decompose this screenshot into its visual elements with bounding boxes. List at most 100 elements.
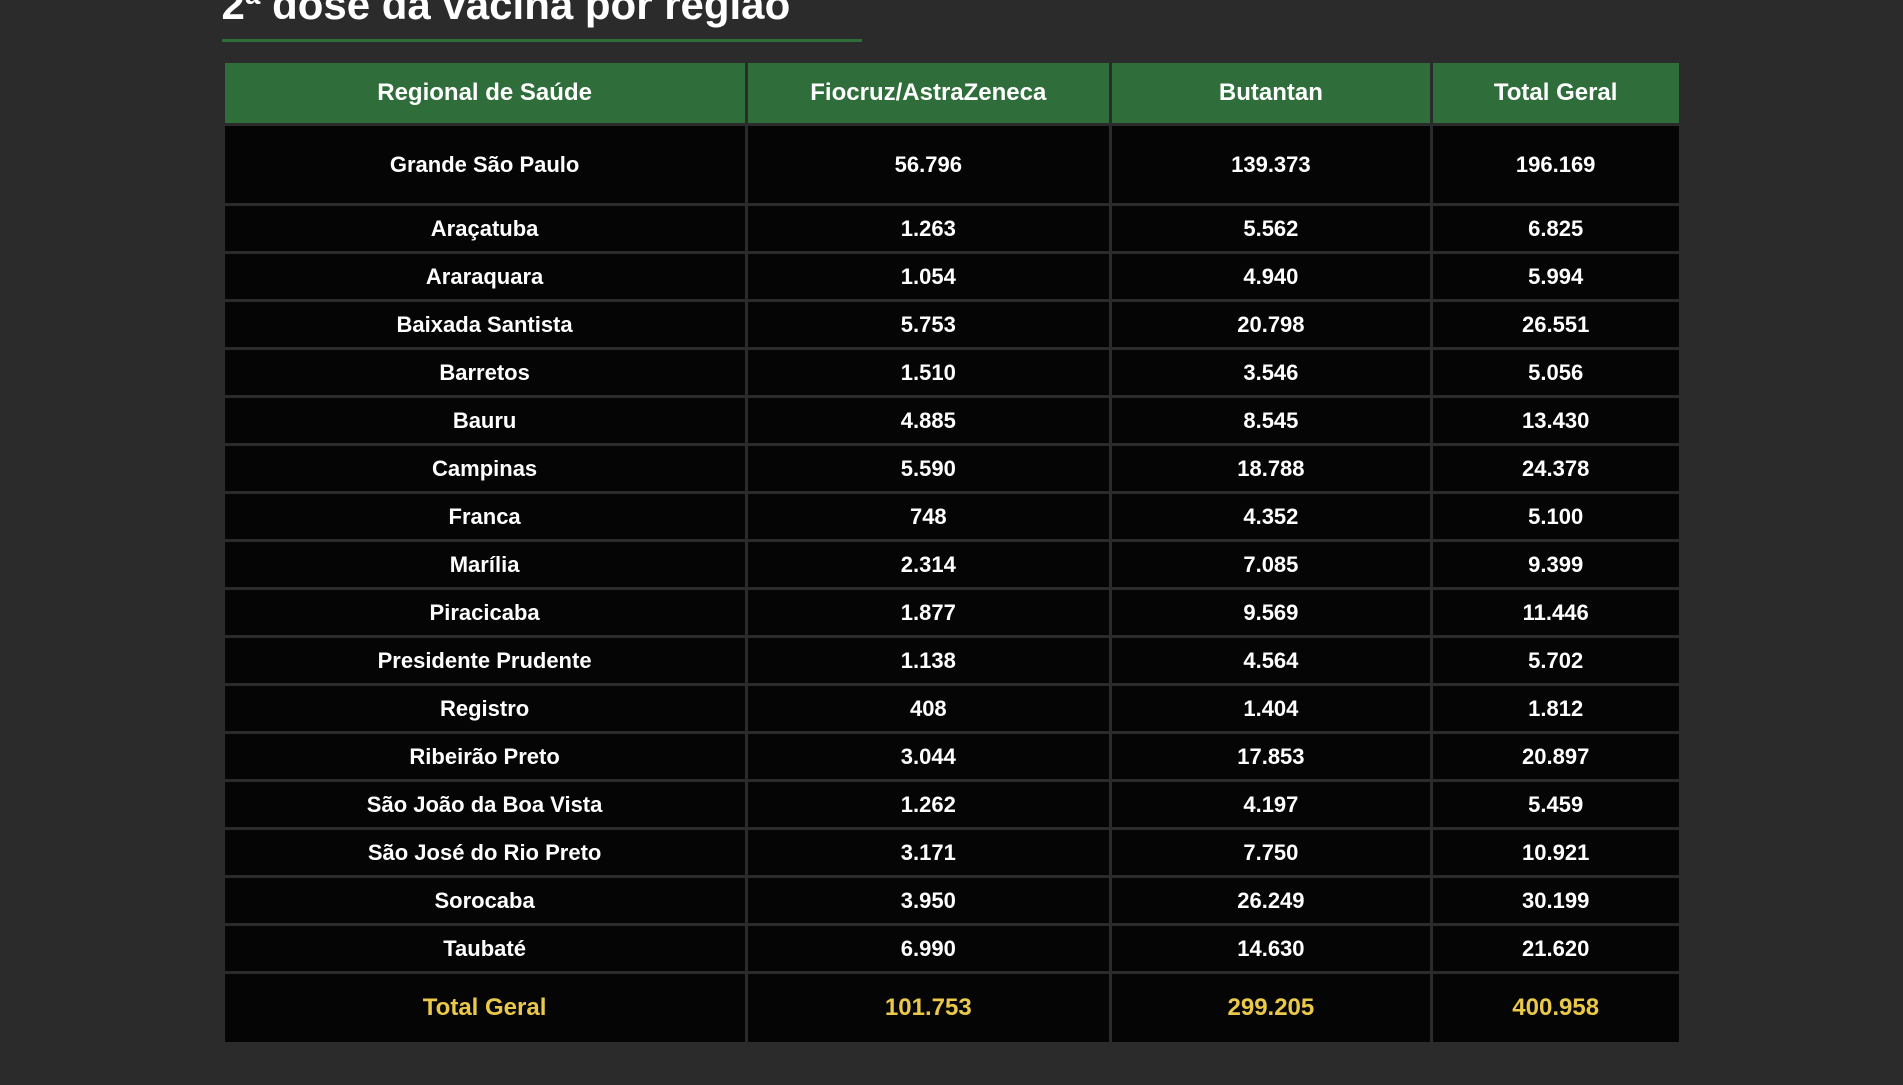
- table-cell: Barretos: [225, 350, 745, 395]
- table-cell: Piracicaba: [225, 590, 745, 635]
- table-cell: 4.885: [748, 398, 1109, 443]
- table-row: Piracicaba1.8779.56911.446: [225, 590, 1679, 635]
- table-cell: 2.314: [748, 542, 1109, 587]
- table-cell: 26.249: [1112, 878, 1430, 923]
- table-row: Baixada Santista5.75320.79826.551: [225, 302, 1679, 347]
- table-cell: 1.263: [748, 206, 1109, 251]
- table-cell: 3.546: [1112, 350, 1430, 395]
- table-row: São José do Rio Preto3.1717.75010.921: [225, 830, 1679, 875]
- table-cell: 3.044: [748, 734, 1109, 779]
- table-cell: Total Geral: [225, 974, 745, 1042]
- table-row: Bauru4.8858.54513.430: [225, 398, 1679, 443]
- table-cell: 1.877: [748, 590, 1109, 635]
- table-cell: 408: [748, 686, 1109, 731]
- table-cell: 18.788: [1112, 446, 1430, 491]
- table-cell: 6.990: [748, 926, 1109, 971]
- table-cell: Ribeirão Preto: [225, 734, 745, 779]
- table-cell: 3.171: [748, 830, 1109, 875]
- table-row: Sorocaba3.95026.24930.199: [225, 878, 1679, 923]
- table-cell: Campinas: [225, 446, 745, 491]
- table-cell: Baixada Santista: [225, 302, 745, 347]
- table-row: Campinas5.59018.78824.378: [225, 446, 1679, 491]
- title-block: Pessoas que não retornaram para 2ª dose …: [222, 0, 1139, 42]
- data-table: Regional de Saúde Fiocruz/AstraZeneca Bu…: [222, 60, 1682, 1045]
- table-row: Franca7484.3525.100: [225, 494, 1679, 539]
- table-cell: 1.812: [1433, 686, 1679, 731]
- table-row: Araçatuba1.2635.5626.825: [225, 206, 1679, 251]
- table-row: Barretos1.5103.5465.056: [225, 350, 1679, 395]
- table-cell: 7.750: [1112, 830, 1430, 875]
- table-cell: 56.796: [748, 126, 1109, 203]
- table-cell: Taubaté: [225, 926, 745, 971]
- table-cell: 10.921: [1433, 830, 1679, 875]
- table-row: Presidente Prudente1.1384.5645.702: [225, 638, 1679, 683]
- table-cell: Grande São Paulo: [225, 126, 745, 203]
- table-cell: 1.262: [748, 782, 1109, 827]
- table-cell: 20.798: [1112, 302, 1430, 347]
- table-cell: São João da Boa Vista: [225, 782, 745, 827]
- col-header-fiocruz: Fiocruz/AstraZeneca: [748, 63, 1109, 123]
- table-cell: 24.378: [1433, 446, 1679, 491]
- table-cell: Araçatuba: [225, 206, 745, 251]
- title-underline: [222, 39, 862, 42]
- slide: Pessoas que não retornaram para 2ª dose …: [172, 0, 1732, 1085]
- table-cell: 4.197: [1112, 782, 1430, 827]
- table-cell: 400.958: [1433, 974, 1679, 1042]
- table-cell: 9.569: [1112, 590, 1430, 635]
- col-header-region: Regional de Saúde: [225, 63, 745, 123]
- table-row: Grande São Paulo56.796139.373196.169: [225, 126, 1679, 203]
- table-cell: 5.459: [1433, 782, 1679, 827]
- table-cell: 748: [748, 494, 1109, 539]
- table-cell: 1.404: [1112, 686, 1430, 731]
- table-cell: 299.205: [1112, 974, 1430, 1042]
- table-cell: 101.753: [748, 974, 1109, 1042]
- table-cell: 4.564: [1112, 638, 1430, 683]
- table-row: Marília2.3147.0859.399: [225, 542, 1679, 587]
- table-cell: 5.590: [748, 446, 1109, 491]
- table-cell: 196.169: [1433, 126, 1679, 203]
- table-cell: 5.100: [1433, 494, 1679, 539]
- table-cell: 7.085: [1112, 542, 1430, 587]
- table-cell: 5.994: [1433, 254, 1679, 299]
- table-cell: 5.753: [748, 302, 1109, 347]
- table-cell: Sorocaba: [225, 878, 745, 923]
- table-row: Registro4081.4041.812: [225, 686, 1679, 731]
- table-row: Ribeirão Preto3.04417.85320.897: [225, 734, 1679, 779]
- table-cell: 5.702: [1433, 638, 1679, 683]
- table-row: Taubaté6.99014.63021.620: [225, 926, 1679, 971]
- table-cell: Presidente Prudente: [225, 638, 745, 683]
- table-cell: 1.138: [748, 638, 1109, 683]
- table-cell: 1.054: [748, 254, 1109, 299]
- table-cell: 26.551: [1433, 302, 1679, 347]
- table-cell: 20.897: [1433, 734, 1679, 779]
- table-row: Total Geral101.753299.205400.958: [225, 974, 1679, 1042]
- table-cell: 3.950: [748, 878, 1109, 923]
- table-cell: Franca: [225, 494, 745, 539]
- table-cell: 21.620: [1433, 926, 1679, 971]
- table-cell: 6.825: [1433, 206, 1679, 251]
- table-cell: Registro: [225, 686, 745, 731]
- table-cell: 13.430: [1433, 398, 1679, 443]
- col-header-total: Total Geral: [1433, 63, 1679, 123]
- col-header-butantan: Butantan: [1112, 63, 1430, 123]
- table-cell: 11.446: [1433, 590, 1679, 635]
- table-cell: 4.352: [1112, 494, 1430, 539]
- table-row: Araraquara1.0544.9405.994: [225, 254, 1679, 299]
- header: Pessoas que não retornaram para 2ª dose …: [222, 0, 1682, 42]
- table-cell: 1.510: [748, 350, 1109, 395]
- table-cell: Araraquara: [225, 254, 745, 299]
- table-cell: São José do Rio Preto: [225, 830, 745, 875]
- header-row: Regional de Saúde Fiocruz/AstraZeneca Bu…: [225, 63, 1679, 123]
- table-cell: 139.373: [1112, 126, 1430, 203]
- title-line-2: 2ª dose da vacina por região: [222, 0, 791, 28]
- table-cell: 4.940: [1112, 254, 1430, 299]
- table-cell: Marília: [225, 542, 745, 587]
- table-cell: 17.853: [1112, 734, 1430, 779]
- table-cell: Bauru: [225, 398, 745, 443]
- table-cell: 8.545: [1112, 398, 1430, 443]
- slide-title: Pessoas que não retornaram para 2ª dose …: [222, 0, 1139, 29]
- table-cell: 14.630: [1112, 926, 1430, 971]
- table-cell: 30.199: [1433, 878, 1679, 923]
- table-cell: 9.399: [1433, 542, 1679, 587]
- table-row: São João da Boa Vista1.2624.1975.459: [225, 782, 1679, 827]
